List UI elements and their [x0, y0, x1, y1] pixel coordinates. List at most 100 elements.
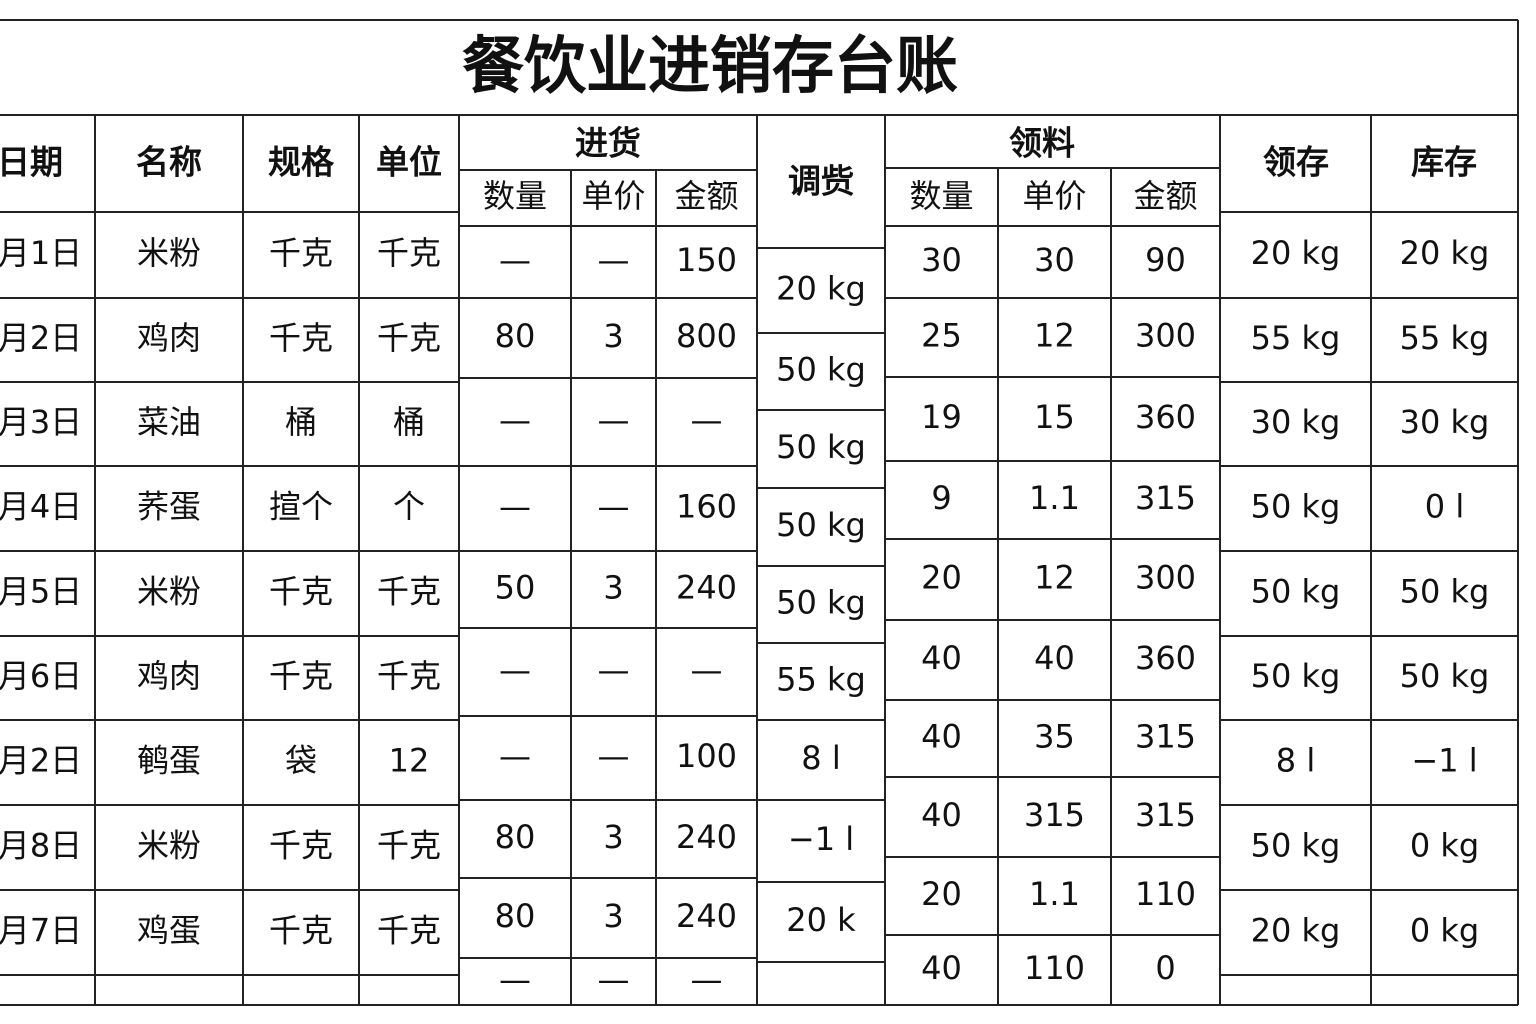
cell: 25 — [921, 317, 962, 355]
cell: 荞蛋 — [137, 488, 201, 526]
cell: 月5日 — [0, 573, 82, 611]
cell: 1.1 — [1029, 479, 1080, 517]
cell: 3 — [603, 897, 623, 935]
cell: 3 — [603, 818, 623, 856]
cell: 米粉 — [137, 234, 201, 272]
cell: 55 kg — [1251, 319, 1341, 357]
cell: 40 — [921, 949, 962, 987]
cell: 240 — [676, 897, 737, 935]
header: 调赀 — [788, 162, 854, 201]
cell: 15 — [1034, 398, 1075, 436]
cell: 315 — [1024, 796, 1085, 834]
cell: 8 l — [1276, 742, 1315, 780]
cell: 50 kg — [776, 506, 866, 544]
cell: 千克 — [377, 319, 441, 357]
cell: 月2日 — [0, 742, 82, 780]
header: 领料 — [1009, 124, 1075, 163]
cell: 30 kg — [1400, 403, 1490, 441]
cell: 0 — [1155, 949, 1175, 987]
cell: 50 kg — [1251, 657, 1341, 695]
cell: 40 — [921, 639, 962, 677]
cell: 米粉 — [137, 827, 201, 865]
cell: 月2日 — [0, 319, 82, 357]
cell: 50 kg — [776, 428, 866, 466]
cell: 20 — [921, 875, 962, 913]
cell: 千克 — [269, 234, 333, 272]
sub-header: 数量 — [909, 177, 973, 215]
cell: 月4日 — [0, 488, 82, 526]
cell: — — [499, 488, 531, 526]
cell: 鸡蛋 — [137, 912, 201, 950]
cell: 月6日 — [0, 657, 82, 695]
cell: 20 — [921, 559, 962, 597]
cell: 50 kg — [1251, 827, 1341, 865]
cell: 桶 — [285, 403, 317, 441]
cell: 50 kg — [776, 351, 866, 389]
header: 日期 — [0, 143, 63, 182]
cell: 40 — [921, 718, 962, 756]
cell: 110 — [1024, 949, 1085, 987]
cell: 9 — [931, 479, 951, 517]
cell: 50 — [495, 569, 536, 607]
cell: 55 kg — [1400, 319, 1490, 357]
cell: 800 — [676, 317, 737, 355]
cell: 鸡肉 — [137, 657, 201, 695]
cell: 月8日 — [0, 827, 82, 865]
cell: 19 — [921, 398, 962, 436]
cell: — — [499, 401, 531, 439]
cell: 315 — [1135, 718, 1196, 756]
cell: 菜油 — [137, 403, 201, 441]
cell: 20 kg — [1251, 912, 1341, 950]
cell: 240 — [676, 818, 737, 856]
header: 单位 — [376, 143, 442, 182]
cell: 千克 — [269, 827, 333, 865]
cell: 50 kg — [1400, 573, 1490, 611]
cell: — — [499, 961, 531, 999]
header: 库存 — [1411, 143, 1477, 182]
cell: 150 — [676, 241, 737, 279]
cell: 20 kg — [1400, 234, 1490, 272]
cell: — — [691, 961, 723, 999]
cell: 千克 — [269, 657, 333, 695]
cell: 12 — [389, 742, 430, 780]
cell: 360 — [1135, 398, 1196, 436]
cell: 米粉 — [137, 573, 201, 611]
cell: 个 — [393, 488, 425, 526]
cell: 240 — [676, 569, 737, 607]
cell: 315 — [1135, 479, 1196, 517]
sub-header: 金额 — [1133, 177, 1197, 215]
cell: 3 — [603, 569, 623, 607]
cell: 12 — [1034, 559, 1075, 597]
cell: 千克 — [377, 912, 441, 950]
cell: 80 — [495, 897, 536, 935]
sub-header: 数量 — [483, 177, 547, 215]
cell: 千克 — [269, 912, 333, 950]
cell: 90 — [1145, 241, 1186, 279]
cell: 千克 — [269, 573, 333, 611]
cell: 0 kg — [1410, 827, 1479, 865]
cell: — — [691, 651, 723, 689]
cell: 30 — [1034, 241, 1075, 279]
cell: 100 — [676, 737, 737, 775]
cell: 鸡肉 — [137, 319, 201, 357]
cell: 40 — [921, 796, 962, 834]
cell: 30 — [921, 241, 962, 279]
cell: −1 l — [1411, 742, 1477, 780]
cell: 千克 — [377, 234, 441, 272]
cell: 千克 — [377, 573, 441, 611]
cell: 20 k — [786, 901, 856, 939]
cell: 80 — [495, 317, 536, 355]
cell: 160 — [676, 488, 737, 526]
header: 进货 — [575, 124, 641, 163]
cell: — — [598, 241, 630, 279]
cell: — — [598, 651, 630, 689]
cell: — — [691, 401, 723, 439]
cell: 1.1 — [1029, 875, 1080, 913]
cell: — — [598, 488, 630, 526]
cell: 360 — [1135, 639, 1196, 677]
cell: 千克 — [377, 657, 441, 695]
cell: 80 — [495, 818, 536, 856]
cell: 20 kg — [776, 270, 866, 308]
